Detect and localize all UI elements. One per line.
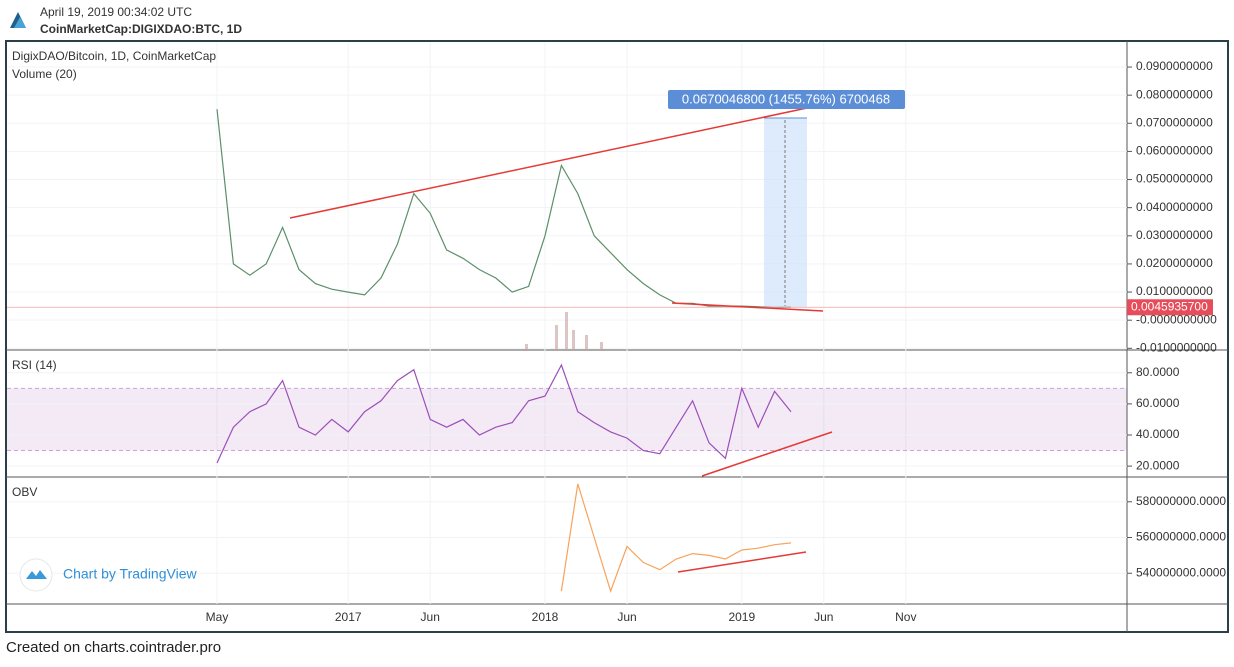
- frame: [5, 40, 1229, 633]
- pane-title: OBV: [12, 485, 37, 499]
- series-line: [216, 109, 792, 309]
- y-tick-label: 40.0000: [1136, 427, 1180, 441]
- x-tick-label: Jun: [814, 610, 833, 624]
- tv-logo[interactable]: [19, 558, 53, 592]
- y-tick-label: 0.0600000000: [1136, 144, 1213, 158]
- trend-line: [701, 431, 833, 477]
- trend-line: [671, 302, 824, 312]
- footer: Created on charts.cointrader.pro: [6, 639, 221, 656]
- x-tick-label: Nov: [895, 610, 916, 624]
- y-tick-label: 0.0800000000: [1136, 87, 1213, 101]
- last-price-box: [1127, 299, 1213, 316]
- y-tick-label: 0.0400000000: [1136, 200, 1213, 214]
- y-tick-label: 540000000.0000: [1136, 565, 1226, 579]
- volume-bar: [525, 344, 528, 350]
- date: April 19, 2019 00:34:02 UTC: [40, 5, 192, 19]
- x-tick-label: 2019: [728, 610, 755, 624]
- rsi-band: [7, 388, 1127, 451]
- y-tick-label: 20.0000: [1136, 458, 1180, 472]
- chart-title: DigixDAO/Bitcoin, 1D, CoinMarketCap: [12, 49, 216, 63]
- grid: [7, 42, 1127, 604]
- pane-title: RSI (14): [12, 358, 57, 372]
- measure-label-box: [668, 90, 905, 109]
- series-line: [560, 483, 792, 593]
- y-tick-label: -0.0000000000: [1136, 312, 1217, 326]
- volume-bar: [572, 330, 575, 350]
- trend-line: [289, 107, 808, 219]
- volume-bar: [585, 335, 588, 350]
- chart-subtitle: Volume (20): [12, 67, 77, 81]
- measure-label: 0.0670046800 (1455.76%) 6700468: [682, 91, 890, 106]
- symbol: CoinMarketCap:DIGIXDAO:BTC, 1D: [40, 22, 242, 36]
- x-tick-label: Jun: [617, 610, 636, 624]
- y-tick-label: 580000000.0000: [1136, 494, 1226, 508]
- y-tick-label: 0.0300000000: [1136, 228, 1213, 242]
- x-tick-label: 2017: [335, 610, 362, 624]
- volume-bar: [565, 312, 568, 350]
- y-tick-label: 0.0700000000: [1136, 115, 1213, 129]
- volume-bar: [555, 325, 558, 350]
- branding[interactable]: Chart by TradingView: [63, 566, 197, 582]
- y-tick-label: 560000000.0000: [1136, 530, 1226, 544]
- volume: [525, 312, 603, 350]
- tv-logo: [26, 570, 47, 579]
- x-tick-label: 2018: [532, 610, 559, 624]
- x-tick-label: May: [206, 610, 229, 624]
- logo: [14, 17, 26, 28]
- last-price-label: 0.0045935700: [1131, 299, 1208, 313]
- y-tick-label: 0.0200000000: [1136, 256, 1213, 270]
- y-tick-label: 60.0000: [1136, 396, 1180, 410]
- x-tick-label: Jun: [421, 610, 440, 624]
- y-tick-label: 0.0100000000: [1136, 284, 1213, 298]
- volume-bar: [600, 342, 603, 350]
- trend-line: [677, 551, 807, 573]
- y-tick-label: 80.0000: [1136, 365, 1180, 379]
- series-line: [216, 363, 792, 464]
- y-tick-label: -0.0100000000: [1136, 340, 1217, 354]
- y-tick-label: 0.0500000000: [1136, 172, 1213, 186]
- y-tick-label: 0.0900000000: [1136, 59, 1213, 73]
